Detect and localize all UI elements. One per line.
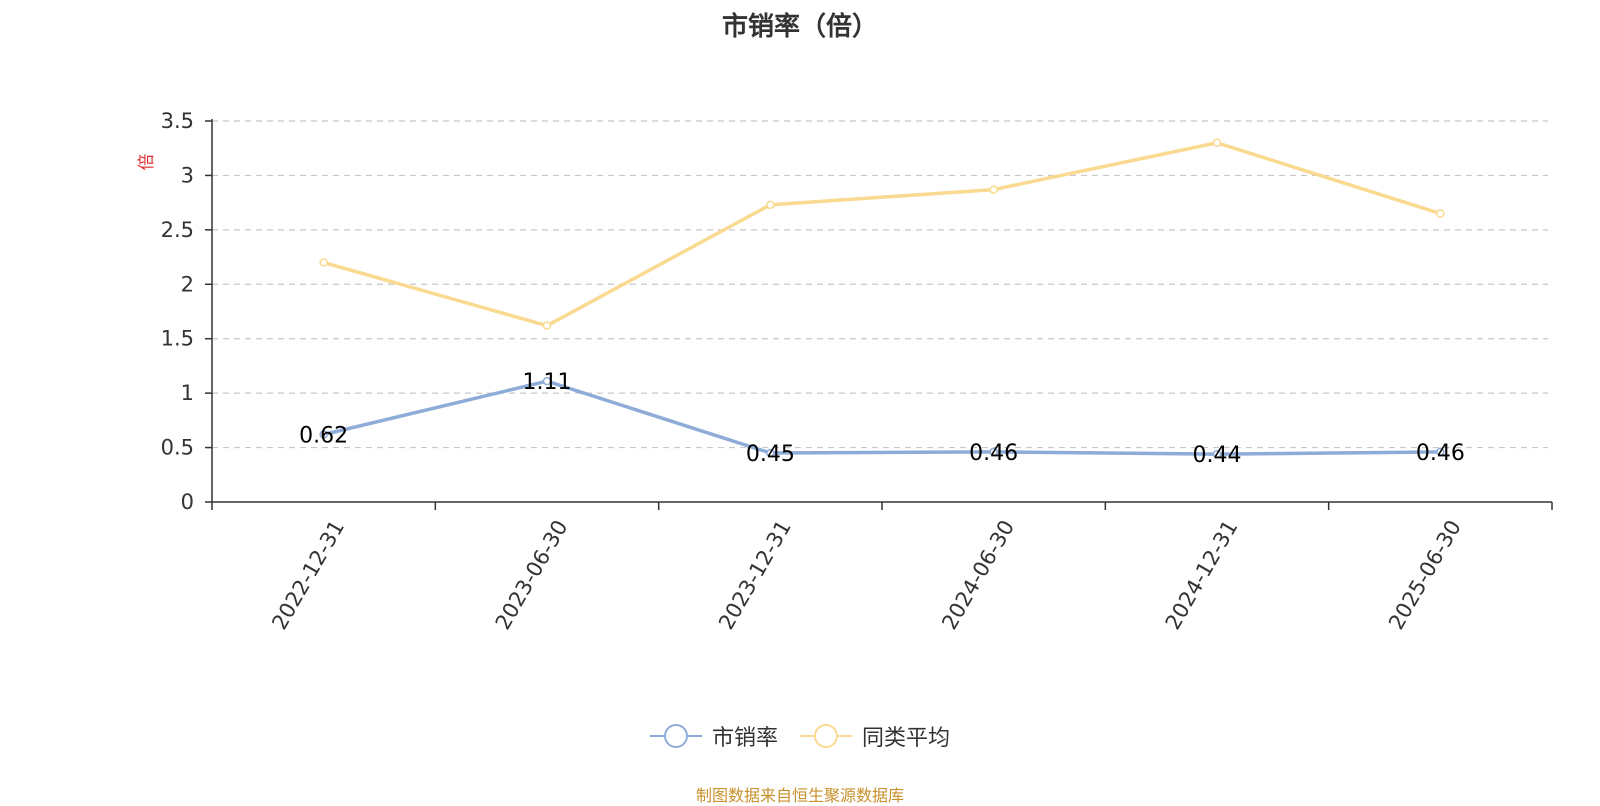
data-label: 0.62 [299,424,348,449]
y-tick-label: 1 [181,381,194,405]
data-labels: 0.62 1.11 0.45 0.46 0.44 0.46 [299,370,1465,468]
legend: 市销率 同类平均 [0,720,1600,752]
y-tick-label: 2 [181,272,194,296]
y-axis-unit-label: 倍 [137,154,157,171]
data-point [319,258,328,267]
data-point [542,376,552,386]
data-point [319,430,328,439]
data-point [1436,209,1445,218]
data-label: 1.11 [523,370,572,395]
axes: 0 0.5 1 1.5 2 2.5 3 3.5 2022-12-31 2023-06-30 2023… [161,109,1553,634]
y-tick-label: 3 [181,163,194,187]
x-tick-label: 2022-12-31 [267,516,349,634]
data-point [989,185,998,194]
data-label: 0.44 [1193,443,1242,468]
legend-item[interactable]: 市销率 [649,720,778,752]
data-point [1212,138,1222,148]
series-line-0 [323,379,1441,456]
grid-lines [212,120,1548,449]
data-label: 0.45 [746,442,795,467]
source-note: 制图数据来自恒生聚源数据库 [695,786,904,805]
y-tick-label: 0 [181,490,194,514]
data-point [989,447,998,457]
y-tick-label: 0.5 [161,436,194,460]
series-line-1 [323,141,1441,328]
data-point [766,200,775,210]
legend-label: 同类平均 [862,726,951,751]
data-point [1436,447,1445,457]
y-tick-label: 2.5 [161,218,194,242]
x-tick-label: 2024-06-30 [937,516,1019,634]
data-point [1212,449,1222,459]
y-tick-label: 1.5 [161,327,194,351]
x-tick-label: 2025-06-30 [1384,516,1466,634]
data-point [542,321,552,330]
series-lines [319,138,1445,459]
x-tick-label: 2024-12-31 [1161,516,1243,634]
legend-line-circle-icon [649,724,702,748]
chart-title: 市销率（倍） [721,12,878,42]
x-tick-label: 2023-06-30 [491,516,573,634]
legend-label: 市销率 [711,726,778,751]
data-point [766,448,775,458]
data-label: 0.46 [1416,441,1465,466]
y-tick-label: 3.5 [161,109,194,133]
data-label: 0.46 [969,441,1018,466]
legend-line-circle-icon [800,724,852,748]
x-tick-label: 2023-12-31 [714,516,796,634]
legend-item[interactable]: 同类平均 [800,720,950,752]
